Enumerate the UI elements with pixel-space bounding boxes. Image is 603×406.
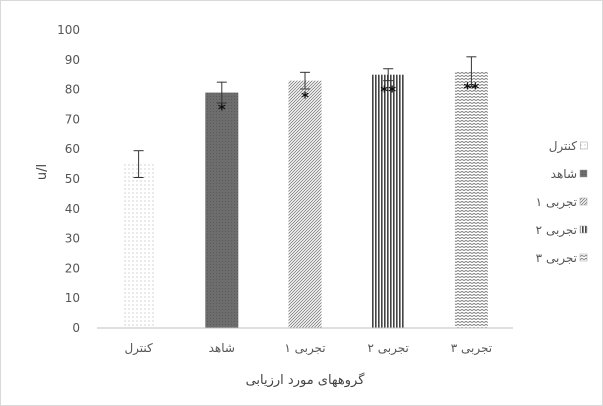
y-tick-label: 50: [65, 172, 80, 186]
y-axis-ticks: 0 10 20 30 40 50 60 70 80 90 100: [57, 23, 80, 335]
legend-swatch: [579, 253, 588, 262]
y-tick-label: 40: [65, 202, 80, 216]
y-tick-label: 100: [57, 23, 80, 37]
error-bars: [133, 56, 477, 179]
bar: [205, 92, 239, 328]
legend-label: شاهد: [551, 167, 577, 181]
x-axis-label: گروههای مورد ارزیابی: [246, 372, 366, 388]
y-tick-label: 20: [65, 261, 80, 275]
y-tick-label: 70: [65, 112, 80, 126]
significance-marks: ** ** **: [218, 80, 480, 119]
y-tick-label: 90: [65, 53, 80, 67]
significance-mark: **: [380, 83, 396, 101]
y-tick-label: 30: [65, 232, 80, 246]
y-tick-label: 80: [65, 83, 80, 97]
x-axis-tick-labels: کنترل شاهد تجربی ۱ تجربی ۲ تجربی ۳: [124, 341, 492, 356]
significance-mark: *: [218, 101, 226, 119]
legend-label: کنترل: [549, 139, 578, 154]
significance-mark: *: [301, 89, 309, 107]
bar: [454, 71, 488, 328]
y-axis-label: u/l: [35, 164, 50, 180]
y-tick-label: 0: [72, 321, 80, 335]
x-tick-label: شاهد: [209, 341, 235, 355]
significance-mark: **: [464, 80, 480, 98]
x-tick-label: کنترل: [124, 341, 153, 356]
bar: [288, 80, 322, 328]
legend-label: تجربی ۱: [536, 195, 577, 210]
legend-swatch: [580, 141, 588, 150]
bars: [122, 71, 488, 328]
x-tick-label: تجربی ۲: [368, 341, 409, 356]
bar: [371, 74, 405, 328]
legend: کنترل شاهد تجربی ۱ تجربی ۲ تجربی ۳: [536, 139, 588, 266]
x-tick-label: تجربی ۳: [451, 341, 492, 356]
legend-swatch: [579, 197, 588, 206]
y-tick-label: 60: [65, 142, 80, 156]
legend-swatch: [579, 169, 588, 178]
x-tick-label: تجربی ۱: [284, 341, 325, 356]
legend-label: تجربی ۳: [536, 251, 577, 266]
y-tick-label: 10: [65, 291, 80, 305]
legend-label: تجربی ۲: [536, 223, 577, 238]
legend-swatch: [579, 225, 588, 234]
bar: [122, 164, 156, 328]
